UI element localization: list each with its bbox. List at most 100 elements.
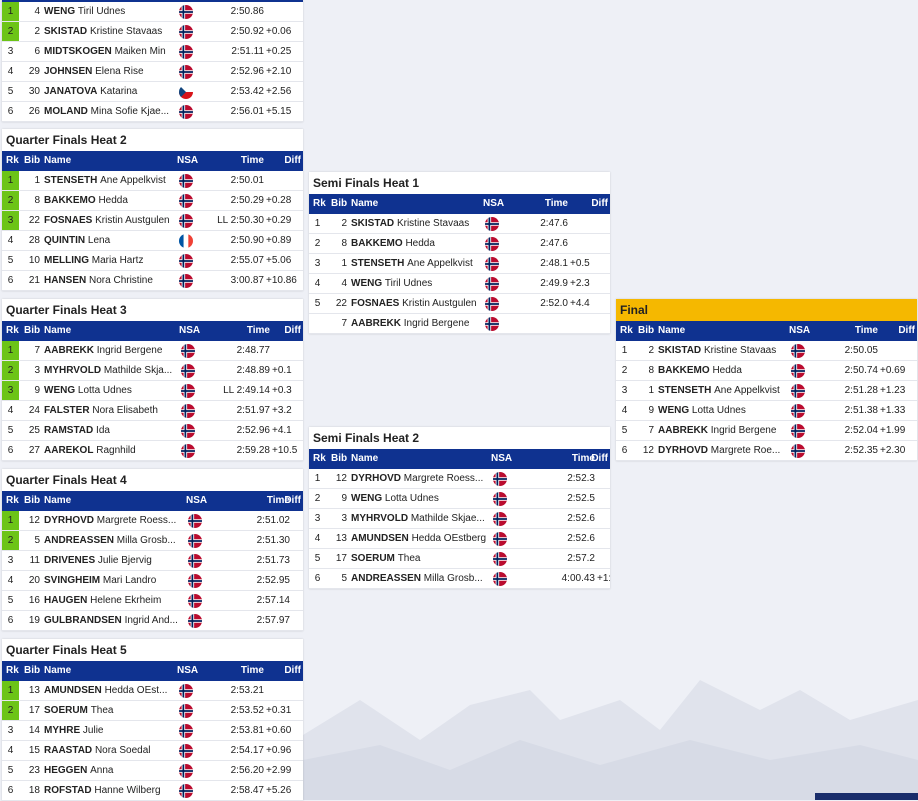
- qualified-marker: [2, 22, 19, 41]
- result-row: 6 19 GULBRANDSEN Ingrid And... 2:57.97: [2, 611, 303, 631]
- rank: 5: [7, 765, 14, 776]
- column-header: Time: [854, 325, 878, 336]
- time: 2:52.3: [567, 473, 595, 484]
- rank: 1: [7, 515, 14, 526]
- result-row: 6 12 DYRHOVD Margrete Roe... 2:52.35 +2.30: [616, 441, 917, 461]
- last-name: HANSEN: [44, 275, 87, 286]
- bib: 21: [28, 275, 40, 286]
- athlete-name: JOHNSEN Elena Rise: [44, 62, 178, 82]
- last-name: GULBRANDSEN: [44, 615, 122, 626]
- heat-box: Quarter Finals Heat 2 Rk Bib Name NSA Time Dif…: [2, 129, 303, 291]
- first-name: Nora Elisabeth: [92, 405, 158, 416]
- diff: +1:0: [597, 573, 610, 584]
- header-strip: [2, 0, 303, 2]
- last-name: AMUNDSEN: [44, 685, 102, 696]
- first-name: Julie Bjervig: [97, 555, 152, 566]
- diff: +5.06: [266, 255, 292, 266]
- diff: +2.99: [266, 765, 292, 776]
- time: 2:50.92: [230, 26, 264, 37]
- last-name: SVINGHEIM: [44, 575, 101, 586]
- rank: 4: [7, 745, 14, 756]
- bib: 15: [28, 745, 40, 756]
- bib: 3: [34, 365, 40, 376]
- flag: [791, 364, 805, 378]
- time: 2:50.86: [230, 6, 264, 17]
- diff: +3.2: [272, 405, 292, 416]
- result-row: 2 3 MYHRVOLD Mathilde Skja... 2:48.89 +0.1: [2, 361, 303, 381]
- athlete-name: BAKKEMO Hedda: [44, 191, 178, 211]
- column-header: NSA: [789, 325, 811, 336]
- diff: +2.3: [570, 278, 590, 289]
- column-header: NSA: [177, 665, 199, 676]
- diff: +0.28: [266, 195, 292, 206]
- result-row: 5 10 MELLING Maria Hartz 2:55.07 +5.06: [2, 251, 303, 271]
- result-row: 4 4 WENG Tiril Udnes 2:49.9 +2.3: [309, 274, 610, 294]
- bib: 10: [28, 255, 40, 266]
- rank: 5: [7, 255, 14, 266]
- last-name: FALSTER: [44, 405, 90, 416]
- first-name: Margrete Roe...: [710, 445, 781, 456]
- flag: [179, 684, 193, 698]
- time: 2:51.73: [256, 555, 290, 566]
- flag: [188, 534, 202, 548]
- bib: 13: [28, 685, 40, 696]
- athlete-name: ANDREASSEN Milla Grosb...: [44, 531, 187, 551]
- rank: 1: [7, 175, 14, 186]
- time: 2:57.97: [256, 615, 290, 626]
- first-name: Margrete Roess...: [403, 473, 484, 484]
- flag: [493, 512, 507, 526]
- flag: [188, 574, 202, 588]
- bib: 9: [341, 493, 347, 504]
- time: 2:48.89: [236, 365, 270, 376]
- athlete-name: WENG Tiril Udnes: [44, 2, 178, 22]
- bib: 7: [34, 345, 40, 356]
- result-row: 5 25 RAMSTAD Ida 2:52.96 +4.1: [2, 421, 303, 441]
- last-name: HAUGEN: [44, 595, 88, 606]
- first-name: Thea: [90, 705, 114, 716]
- diff: +1.99: [880, 425, 906, 436]
- flag: [179, 724, 193, 738]
- result-row: 1 7 AABREKK Ingrid Bergene 2:48.77: [2, 341, 303, 361]
- first-name: Maiken Min: [114, 46, 166, 57]
- result-row: 6 26 MOLAND Mina Sofie Kjae... 2:56.01 +5.15: [2, 102, 303, 122]
- flag: [179, 45, 193, 59]
- bib: 6: [34, 46, 40, 57]
- result-row: 3 22 FOSNAES Kristin Austgulen LL 2:50.30 +0…: [2, 211, 303, 231]
- flag: [179, 214, 193, 228]
- diff: +0.60: [266, 725, 292, 736]
- athlete-name: AABREKK Ingrid Bergene: [44, 341, 180, 361]
- flag: [179, 764, 193, 778]
- rank: 5: [314, 553, 321, 564]
- athlete-name: HAUGEN Helene Ekrheim: [44, 591, 187, 611]
- result-row: 1 2 SKISTAD Kristine Stavaas 2:50.05: [616, 341, 917, 361]
- first-name: Katarina: [100, 86, 138, 97]
- last-name: AMUNDSEN: [351, 533, 409, 544]
- athlete-name: SKISTAD Kristine Stavaas: [351, 214, 484, 234]
- diff: +10.5: [272, 445, 298, 456]
- flag: [485, 297, 499, 311]
- first-name: Mina Sofie Kjae...: [90, 106, 170, 117]
- rank: 3: [7, 215, 14, 226]
- bib: 2: [34, 26, 40, 37]
- last-name: DYRHOVD: [44, 515, 95, 526]
- heat-title: Quarter Finals Heat 5: [2, 639, 303, 661]
- athlete-name: AABREKK Ingrid Bergene: [351, 314, 484, 334]
- rank: 6: [621, 445, 628, 456]
- time: 3:00.87: [230, 275, 264, 286]
- time: 2:51.28: [844, 385, 878, 396]
- bib: 20: [28, 575, 40, 586]
- bib: 2: [341, 218, 347, 229]
- first-name: Ane Appelkvist: [714, 385, 780, 396]
- column-header: Bib: [638, 325, 655, 336]
- athlete-name: HANSEN Nora Christine: [44, 271, 178, 291]
- flag: [493, 472, 507, 486]
- column-header: Diff: [284, 665, 301, 676]
- rank: 2: [7, 365, 14, 376]
- diff: +1.33: [880, 405, 906, 416]
- athlete-name: WENG Lotta Udnes: [44, 381, 180, 401]
- qualified-marker: [2, 171, 19, 190]
- table-header: Rk Bib Name NSA Time Diff: [2, 491, 303, 511]
- result-row: 5 7 AABREKK Ingrid Bergene 2:52.04 +1.99: [616, 421, 917, 441]
- flag: [791, 424, 805, 438]
